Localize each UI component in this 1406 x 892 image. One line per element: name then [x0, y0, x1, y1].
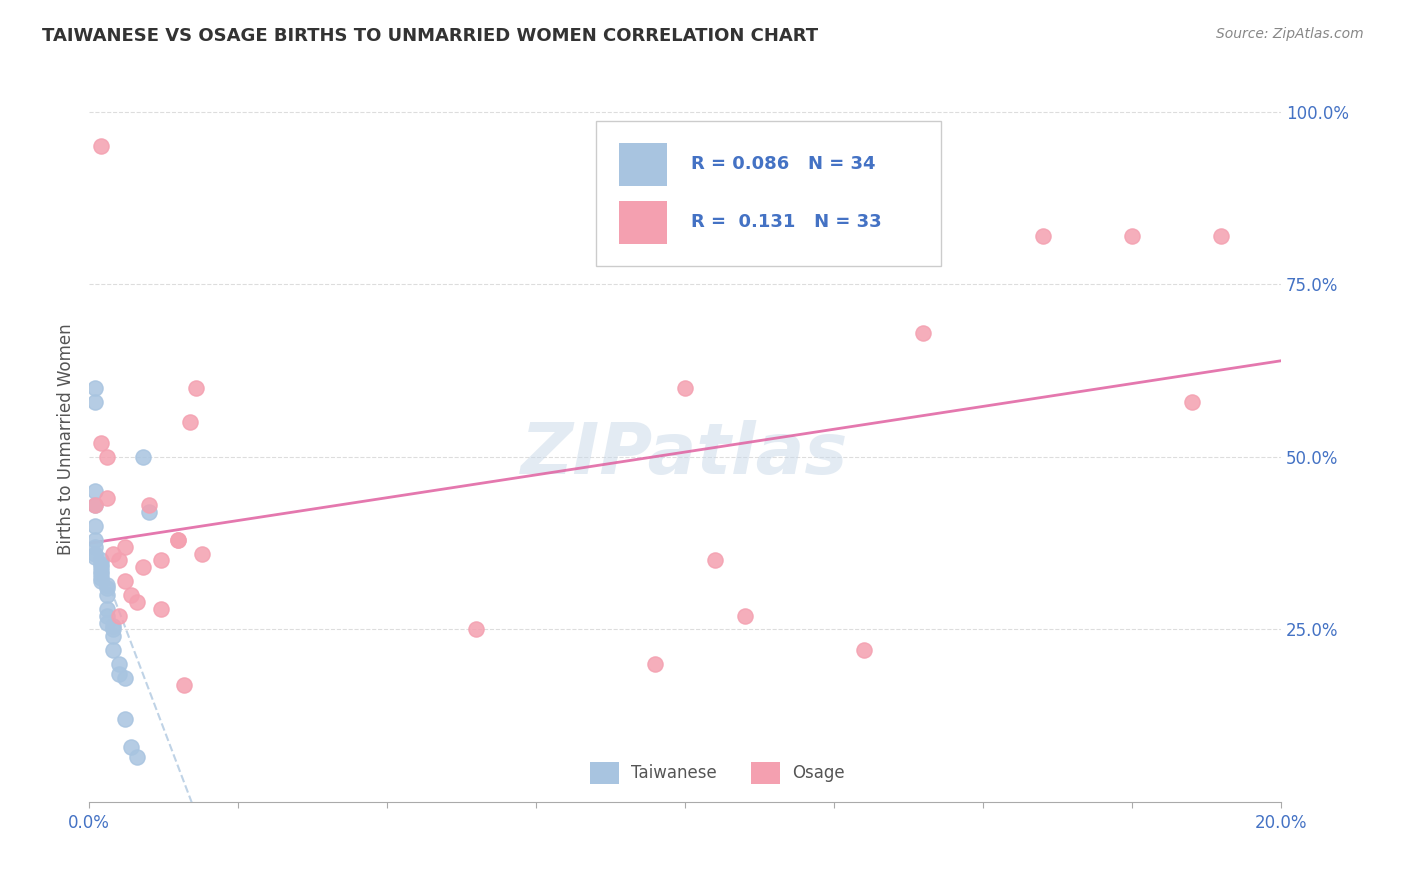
Point	[125, 595, 148, 609]
Point	[465, 623, 488, 637]
Text: TAIWANESE VS OSAGE BIRTHS TO UNMARRIED WOMEN CORRELATION CHART: TAIWANESE VS OSAGE BIRTHS TO UNMARRIED W…	[42, 27, 818, 45]
Point	[90, 560, 112, 574]
Point	[167, 533, 190, 547]
Y-axis label: Births to Unmarried Women: Births to Unmarried Women	[58, 324, 75, 556]
Point	[101, 623, 124, 637]
Point	[84, 498, 107, 512]
Point	[114, 712, 136, 726]
Point	[131, 450, 153, 464]
Point	[131, 560, 153, 574]
Text: Source: ZipAtlas.com: Source: ZipAtlas.com	[1216, 27, 1364, 41]
Point	[101, 643, 124, 657]
Point	[108, 608, 131, 623]
Point	[108, 657, 131, 671]
Point	[138, 498, 160, 512]
Point	[84, 498, 107, 512]
Point	[734, 608, 756, 623]
Point	[90, 553, 112, 567]
Point	[1121, 229, 1143, 244]
Text: R = 0.086   N = 34: R = 0.086 N = 34	[690, 155, 876, 173]
Text: R =  0.131   N = 33: R = 0.131 N = 33	[690, 213, 882, 231]
Point	[673, 381, 696, 395]
Point	[96, 491, 118, 506]
Point	[703, 553, 725, 567]
Point	[852, 643, 875, 657]
Point	[84, 394, 107, 409]
Bar	[620, 143, 666, 186]
Point	[96, 615, 118, 630]
Point	[90, 567, 112, 582]
Point	[90, 139, 112, 153]
Point	[108, 667, 131, 681]
Point	[84, 381, 107, 395]
Point	[84, 533, 107, 547]
Point	[186, 381, 208, 395]
Point	[120, 739, 142, 754]
Point	[84, 547, 107, 561]
FancyBboxPatch shape	[596, 121, 941, 266]
Text: ZIPatlas: ZIPatlas	[522, 419, 849, 489]
Point	[138, 505, 160, 519]
Point	[84, 519, 107, 533]
Point	[96, 601, 118, 615]
Point	[125, 750, 148, 764]
Point	[191, 547, 214, 561]
Point	[1180, 394, 1202, 409]
Point	[149, 553, 172, 567]
Bar	[620, 201, 666, 244]
Point	[96, 577, 118, 591]
Point	[96, 588, 118, 602]
Point	[101, 629, 124, 643]
Text: Osage: Osage	[793, 764, 845, 782]
Point	[101, 619, 124, 633]
Point	[644, 657, 666, 671]
Point	[96, 581, 118, 595]
Point	[90, 574, 112, 588]
Point	[96, 450, 118, 464]
Bar	[751, 762, 780, 784]
Text: Taiwanese: Taiwanese	[631, 764, 717, 782]
Point	[108, 553, 131, 567]
Point	[84, 484, 107, 499]
Point	[84, 540, 107, 554]
Bar	[589, 762, 620, 784]
Point	[90, 564, 112, 578]
Point	[173, 677, 195, 691]
Point	[114, 671, 136, 685]
Point	[114, 540, 136, 554]
Point	[912, 326, 935, 340]
Point	[90, 571, 112, 585]
Point	[1211, 229, 1233, 244]
Point	[179, 416, 201, 430]
Point	[114, 574, 136, 588]
Point	[96, 608, 118, 623]
Point	[90, 436, 112, 450]
Point	[101, 547, 124, 561]
Point	[90, 557, 112, 571]
Point	[149, 601, 172, 615]
Point	[1032, 229, 1054, 244]
Point	[84, 549, 107, 564]
Point	[120, 588, 142, 602]
Point	[167, 533, 190, 547]
